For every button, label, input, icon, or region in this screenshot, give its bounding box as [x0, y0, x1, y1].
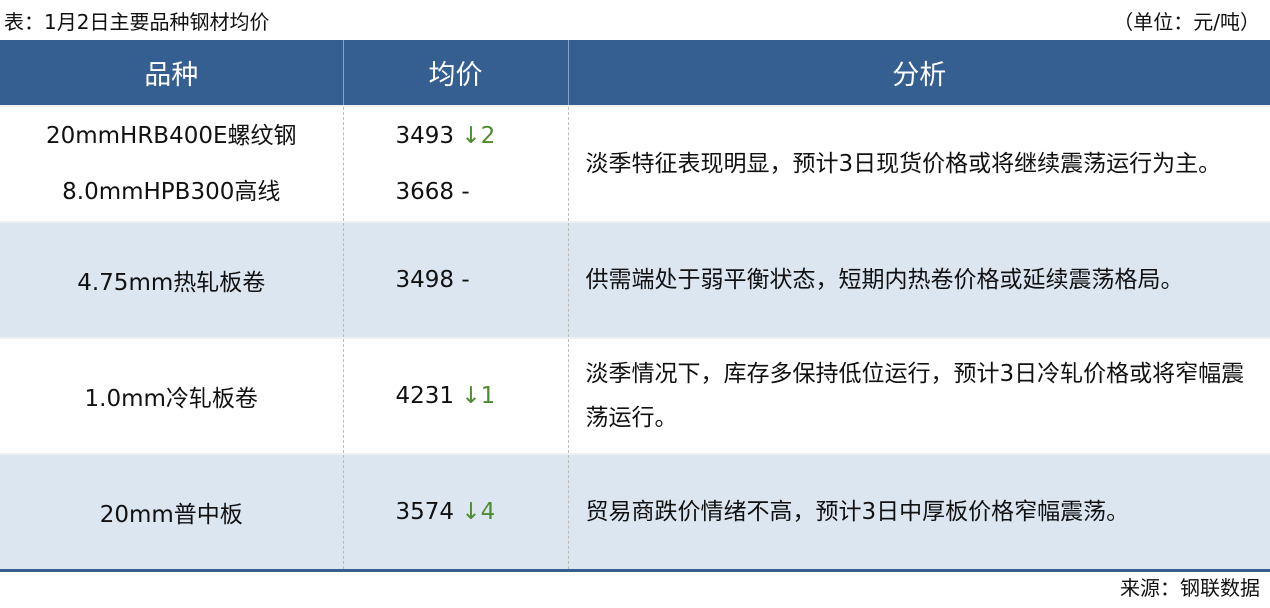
price-change-down: ↓2: [461, 123, 496, 149]
variety-name: 20mmHRB400E螺纹钢: [45, 123, 297, 149]
analysis-text: 贸易商跌价情绪不高，预计3日中厚板价格窄幅震荡。: [568, 453, 1270, 572]
price-change-down: ↓1: [461, 383, 496, 409]
price-change: -: [461, 267, 470, 293]
table-row: 20mmHRB400E螺纹钢 8.0mmHPB300高线 3493 ↓2 366…: [0, 105, 1270, 222]
price-value: 4231: [395, 383, 455, 409]
table-row: 4.75mm热轧板卷 3498 - 供需端处于弱平衡状态，短期内热卷价格或延续震…: [0, 221, 1270, 338]
analysis-text: 淡季特征表现明显，预计3日现货价格或将继续震荡运行为主。: [568, 105, 1270, 222]
analysis-text: 淡季情况下，库存多保持低位运行，预计3日冷轧价格或将窄幅震荡运行。: [568, 337, 1270, 454]
price-change-down: ↓4: [461, 499, 496, 525]
variety-name: 1.0mm冷轧板卷: [0, 337, 344, 454]
price-value: 3493: [395, 123, 455, 149]
unit-label: （单位：元/吨）: [1113, 10, 1260, 34]
header-analysis: 分析: [568, 40, 1270, 106]
price-value: 3574: [395, 499, 455, 525]
header-price: 均价: [343, 40, 569, 106]
source-label: 来源：钢联数据: [1120, 576, 1260, 600]
variety-name: 4.75mm热轧板卷: [0, 221, 344, 338]
analysis-text: 供需端处于弱平衡状态，短期内热卷价格或延续震荡格局。: [568, 221, 1270, 338]
price-value: 3498: [395, 267, 455, 293]
variety-name: 8.0mmHPB300高线: [62, 179, 281, 205]
table-title: 表：1月2日主要品种钢材均价: [4, 10, 270, 34]
table-row: 1.0mm冷轧板卷 4231 ↓1 淡季情况下，库存多保持低位运行，预计3日冷轧…: [0, 337, 1270, 454]
variety-name: 20mm普中板: [0, 453, 344, 572]
price-value: 3668: [395, 179, 455, 205]
price-change: -: [461, 179, 470, 205]
header-variety: 品种: [0, 40, 344, 106]
table-row: 20mm普中板 3574 ↓4 贸易商跌价情绪不高，预计3日中厚板价格窄幅震荡。: [0, 453, 1270, 572]
steel-price-table: 品种 均价 分析 20mmHRB400E螺纹钢 8.0mmHPB300高线 34…: [0, 40, 1270, 572]
